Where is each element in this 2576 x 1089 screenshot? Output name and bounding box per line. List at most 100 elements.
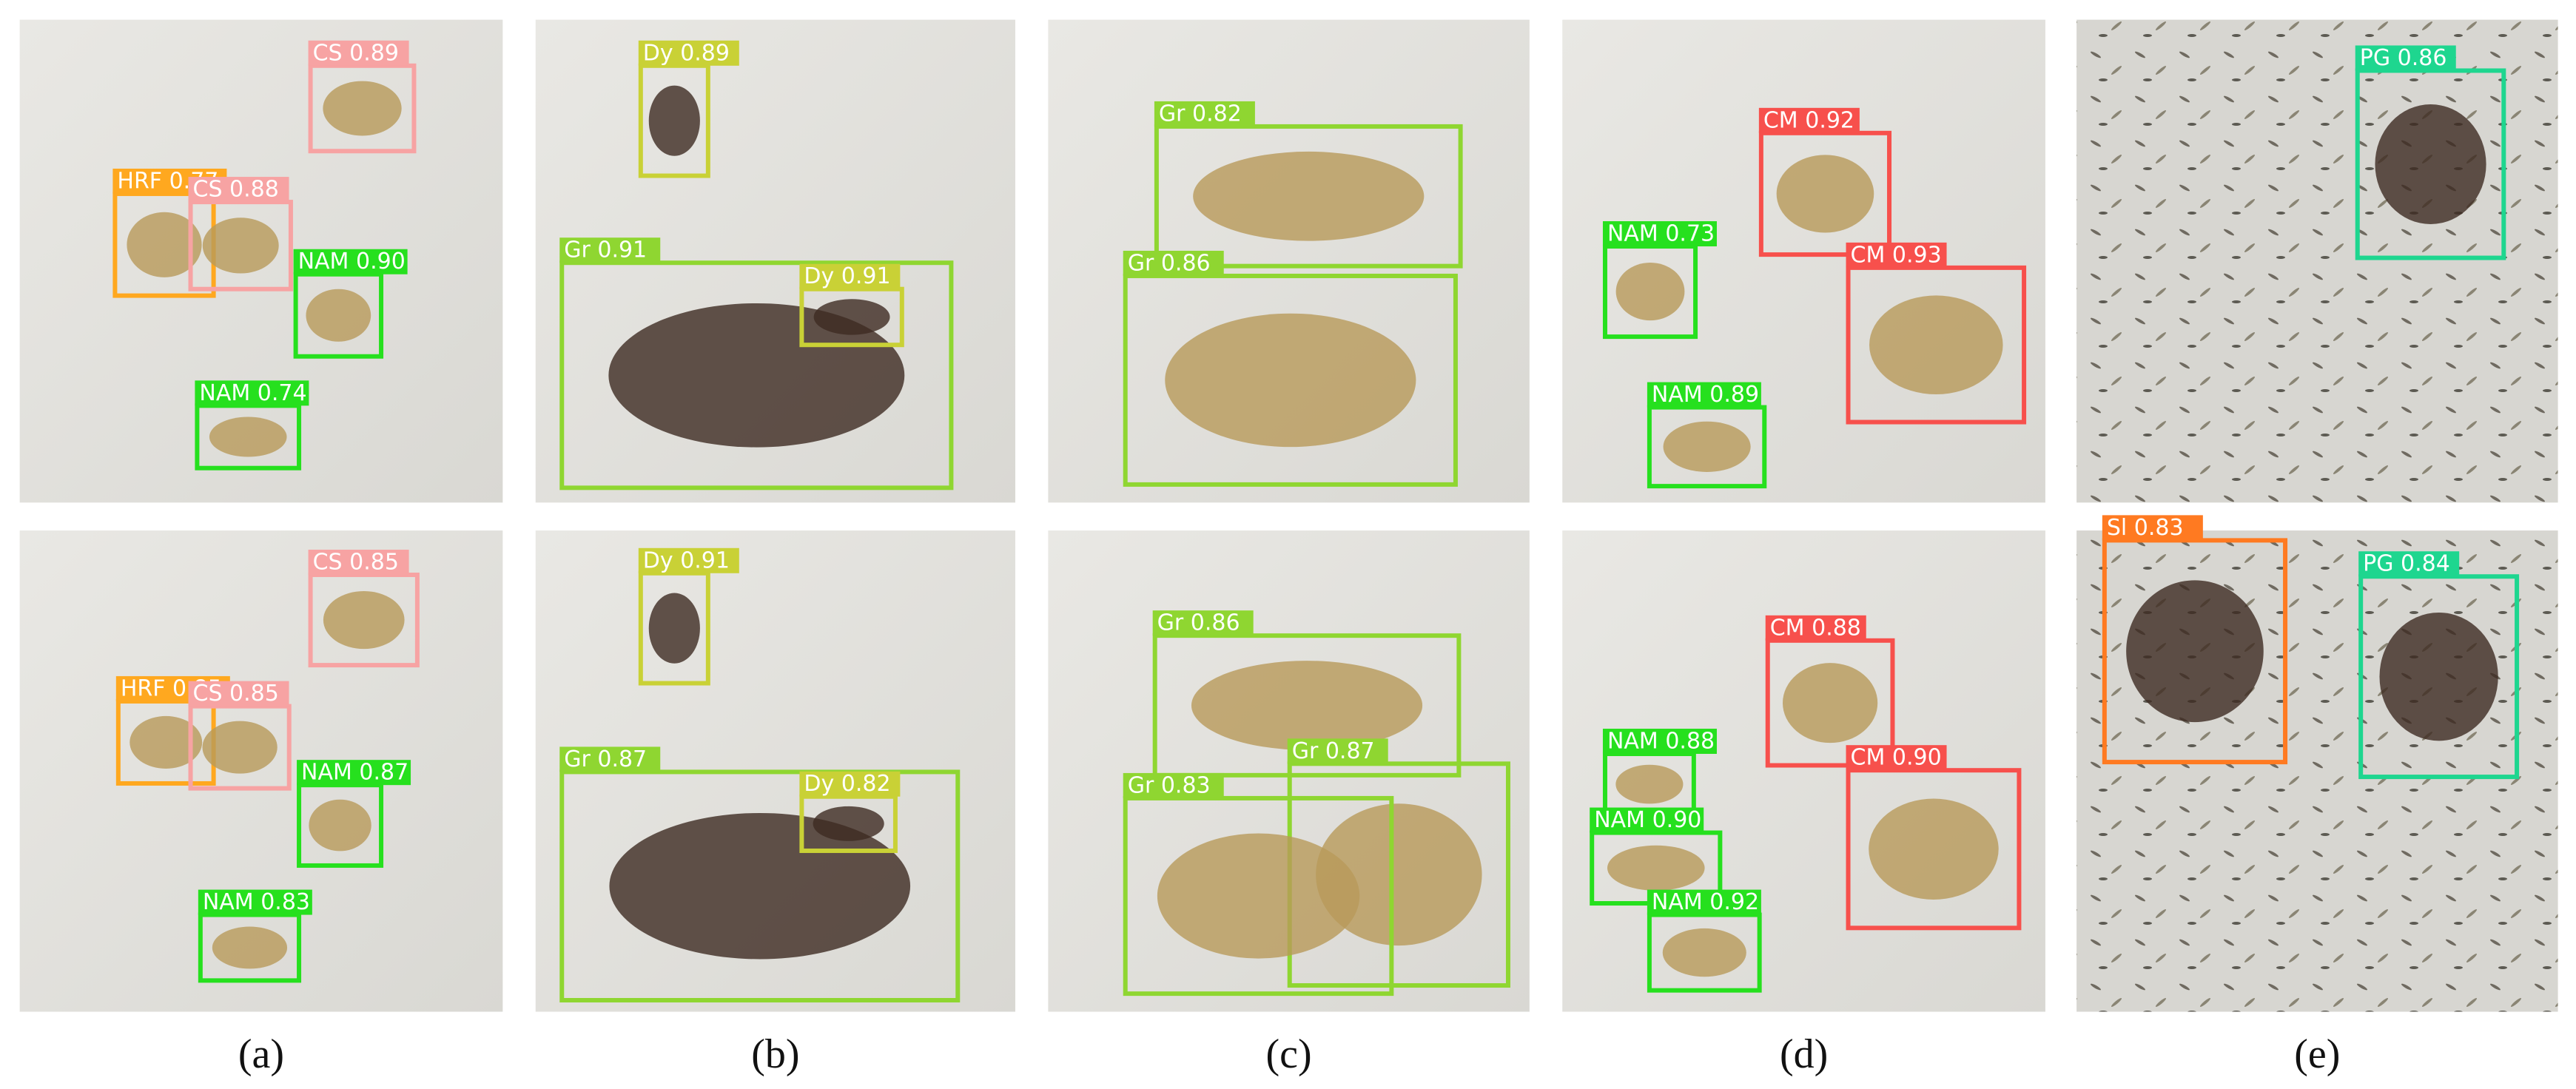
insect: [202, 218, 279, 274]
insect: [1782, 663, 1878, 744]
label-background: [559, 746, 661, 772]
insect: [648, 85, 700, 156]
photo: [2076, 19, 2558, 503]
panel-caption: (c): [1266, 1031, 1312, 1077]
insect: [1607, 845, 1705, 891]
label-background: [1647, 889, 1761, 915]
insect: [2379, 612, 2498, 741]
insect: [212, 926, 288, 969]
label-background: [799, 771, 901, 797]
detection-label: CM 0.90: [1851, 745, 1942, 771]
detection-label: Gr 0.91: [564, 237, 647, 263]
label-background: [195, 380, 309, 406]
detection-label: CM 0.88: [1770, 615, 1861, 641]
label-background: [1846, 242, 1947, 268]
insect: [813, 299, 890, 335]
insect: [648, 593, 700, 664]
detection-label: NAM 0.90: [1594, 807, 1701, 833]
insect: [323, 81, 402, 136]
insect: [1316, 803, 1482, 946]
detection-label: Sl 0.83: [2107, 515, 2184, 541]
label-background: [1152, 610, 1254, 636]
detection-label: NAM 0.90: [298, 249, 406, 274]
bounding-box: [559, 769, 961, 1002]
detection-label: Gr 0.83: [1128, 772, 1211, 798]
insect: [1776, 155, 1874, 233]
label-background: [297, 760, 411, 786]
panel-caption: (a): [238, 1031, 284, 1077]
insect: [608, 303, 905, 448]
detection-label: Gr 0.86: [1128, 250, 1211, 276]
detection-label: Dy 0.91: [643, 547, 730, 573]
insect: [127, 212, 202, 277]
label-background: [1602, 728, 1717, 754]
panel-caption: (e): [2294, 1031, 2340, 1077]
label-background: [308, 550, 409, 576]
label-background: [1287, 738, 1388, 764]
insect: [1662, 928, 1746, 977]
label-background: [638, 547, 739, 573]
insect: [130, 715, 203, 769]
label-background: [308, 40, 409, 66]
insect: [202, 721, 278, 774]
insect: [309, 799, 371, 852]
insect: [813, 806, 884, 841]
label-background: [293, 249, 408, 274]
detection-label: PG 0.84: [2363, 551, 2450, 577]
label-background: [1647, 382, 1761, 408]
detection-label: Dy 0.91: [804, 263, 890, 289]
detection-label: CS 0.85: [313, 550, 399, 576]
label-background: [559, 237, 661, 263]
insect: [1191, 661, 1423, 750]
insect: [1193, 151, 1425, 241]
photo: [1562, 19, 2045, 503]
detection-label: CM 0.93: [1851, 242, 1942, 268]
detection-label: NAM 0.89: [1652, 382, 1759, 408]
detection-label: NAM 0.88: [1607, 728, 1715, 754]
bounding-box: [559, 260, 954, 490]
label-background: [638, 40, 739, 66]
label-background: [1590, 807, 1704, 833]
bounding-box: [1152, 633, 1462, 778]
detection-label: Gr 0.87: [1292, 738, 1375, 764]
detection-label: NAM 0.83: [203, 889, 310, 915]
detection-label: CM 0.92: [1763, 107, 1854, 133]
insect: [1165, 313, 1416, 448]
label-background: [1154, 101, 1255, 127]
detection-label: NAM 0.73: [1607, 221, 1715, 247]
label-background: [1758, 107, 1860, 133]
label-background: [188, 177, 289, 203]
insect: [209, 417, 287, 457]
detection-label: Gr 0.82: [1159, 101, 1242, 127]
detection-label: Dy 0.89: [643, 40, 730, 66]
insect: [1157, 833, 1360, 959]
label-background: [198, 889, 312, 915]
label-background: [799, 263, 901, 289]
detection-label: PG 0.86: [2360, 45, 2447, 71]
detection-label: Dy 0.82: [804, 771, 890, 797]
label-background: [188, 681, 289, 707]
detection-label: NAM 0.92: [1652, 889, 1759, 915]
bounding-box: [1154, 124, 1463, 269]
detection-label: CS 0.85: [193, 681, 279, 707]
bounding-box: [1123, 795, 1394, 997]
detection-label: CS 0.88: [193, 177, 279, 203]
insect: [306, 289, 371, 342]
detection-label: CS 0.89: [313, 40, 399, 66]
panel-caption: (d): [1780, 1031, 1828, 1077]
label-background: [2358, 551, 2460, 577]
insect: [2126, 580, 2264, 723]
detection-label: Gr 0.86: [1157, 610, 1240, 636]
label-background: [1123, 250, 1224, 276]
insect: [1615, 262, 1685, 321]
label-background: [2355, 45, 2456, 71]
label-background: [2102, 515, 2203, 541]
detection-label: NAM 0.74: [199, 380, 306, 406]
insect: [323, 590, 405, 650]
insect: [2375, 104, 2486, 224]
label-background: [1846, 745, 1947, 771]
panel-caption: (b): [751, 1031, 799, 1077]
detection-label: Gr 0.87: [564, 746, 647, 772]
bounding-box: [1846, 768, 2022, 931]
